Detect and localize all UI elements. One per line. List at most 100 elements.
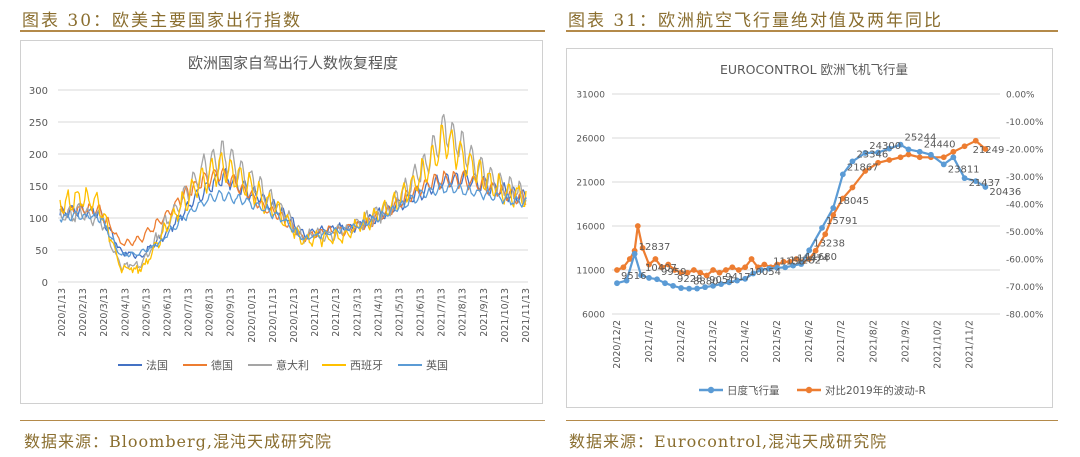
right-series-point-ratio	[886, 157, 893, 163]
right-series-point-ratio	[940, 154, 947, 161]
left-xtick-label: 2020/11/13	[268, 288, 279, 343]
right-footer-rule	[566, 420, 1058, 421]
right-legend-label-ratio: 对比2019年的波动-R	[825, 384, 926, 397]
right-data-label: 10054	[749, 267, 781, 278]
left-source-note: 数据来源：Bloomberg,混沌天成研究院	[24, 432, 333, 451]
right-series-point-ratio	[822, 231, 829, 238]
right-xtick-label: 2021/9/2	[900, 320, 911, 363]
right-series-point-flights	[614, 280, 620, 287]
right-series-point-ratio	[729, 264, 736, 271]
right-series-point-ratio	[716, 269, 723, 276]
right-series-point-ratio	[905, 151, 912, 158]
right-series-point-ratio	[634, 223, 641, 229]
right-series-point-flights	[790, 262, 797, 269]
right-series-point-ratio	[658, 264, 665, 271]
right-series-point-ratio	[684, 269, 691, 276]
left-xtick-label: 2020/5/13	[141, 288, 152, 337]
right-series-point-ratio	[916, 154, 923, 161]
left-xtick-label: 2021/1/13	[310, 288, 321, 337]
right-series-point-ratio	[972, 137, 979, 144]
right-data-label: 10407	[645, 263, 677, 274]
right-data-label: 9228	[677, 274, 702, 285]
right-series-point-flights	[678, 285, 684, 291]
right-series-point-flights	[950, 154, 957, 161]
right-data-label: 23346	[856, 149, 888, 160]
left-xtick-label: 2020/9/13	[226, 288, 237, 337]
left-legend-label: 英国	[426, 358, 448, 372]
right-series-point-flights	[718, 281, 725, 287]
right-series-point-ratio	[839, 195, 846, 202]
right-series-point-ratio	[742, 264, 749, 271]
right-data-label: 13238	[813, 238, 845, 249]
left-ytick-label: 200	[29, 150, 48, 161]
right-series-point-ratio	[862, 168, 869, 174]
right-yright-tick: 0.00%	[1006, 91, 1035, 101]
right-yleft-tick: 21000	[576, 179, 605, 189]
right-legend-marker-ratio	[805, 386, 813, 394]
left-figure-header: 图表 30：欧美主要国家出行指数	[22, 11, 303, 31]
right-yleft-tick: 6000	[582, 311, 605, 321]
right-series-point-flights	[862, 150, 869, 156]
right-yleft-tick: 26000	[576, 135, 605, 145]
left-xtick-label: 2021/9/13	[479, 288, 490, 337]
right-data-label: 23811	[948, 164, 980, 175]
right-data-label: 24440	[924, 140, 956, 151]
left-ytick-label: 0	[42, 278, 48, 289]
left-legend-label: 西班牙	[350, 359, 383, 372]
right-series-point-ratio	[950, 148, 957, 155]
right-series-point-ratio	[646, 261, 652, 268]
left-xtick-label: 2020/8/13	[205, 288, 216, 337]
left-xtick-label: 2020/12/13	[289, 288, 300, 343]
right-series-point-ratio	[678, 269, 684, 276]
right-data-label: 18045	[837, 196, 869, 207]
left-legend-label: 法国	[146, 358, 168, 372]
right-xtick-label: 2021/3/2	[708, 320, 719, 363]
right-series-point-flights	[694, 285, 700, 292]
right-yright-tick: -80.00%	[1006, 311, 1044, 321]
right-series-point-flights	[702, 284, 708, 291]
left-xtick-label: 2021/5/13	[394, 288, 405, 337]
right-yright-tick: -50.00%	[1006, 228, 1044, 238]
right-series-point-ratio	[982, 146, 989, 152]
left-legend-label: 德国	[211, 358, 233, 372]
right-data-label: 12837	[639, 242, 671, 253]
right-series-point-ratio	[806, 256, 813, 262]
left-xtick-label: 2021/6/13	[416, 288, 427, 337]
left-ytick-label: 100	[29, 214, 48, 225]
right-series-point-flights	[928, 151, 934, 158]
left-footer-rule	[20, 420, 545, 421]
left-ytick-label: 250	[29, 118, 48, 129]
right-series-point-ratio	[787, 258, 793, 265]
left-ytick-label: 150	[29, 182, 48, 193]
right-series-point-flights	[710, 282, 717, 289]
left-xtick-label: 2020/4/13	[120, 288, 131, 337]
right-series-point-ratio	[710, 267, 717, 273]
right-series-point-ratio	[830, 212, 837, 218]
right-chart-frame	[566, 48, 1053, 408]
right-xtick-label: 2021/7/2	[836, 320, 847, 363]
left-xtick-label: 2020/10/13	[247, 288, 258, 343]
right-xtick-label: 2021/1/2	[644, 320, 655, 363]
right-series-point-flights	[830, 205, 837, 211]
right-series-point-flights	[646, 275, 652, 281]
right-series-point-flights	[631, 250, 638, 257]
right-data-label: 11282	[789, 255, 821, 266]
right-xtick-label: 2021/11/2	[964, 320, 975, 369]
right-yright-tick: -30.00%	[1006, 173, 1044, 183]
right-series-point-flights	[766, 265, 773, 272]
right-series-point-flights	[758, 267, 765, 273]
right-series-point-ratio	[639, 245, 646, 251]
right-xtick-label: 2021/10/2	[932, 320, 943, 369]
left-xtick-label: 2021/10/13	[500, 288, 511, 343]
right-series-point-flights	[961, 175, 968, 182]
right-series-point-ratio	[812, 247, 819, 254]
right-series-point-flights	[670, 282, 676, 289]
right-yright-tick: -40.00%	[1006, 201, 1044, 211]
right-data-label: 11158	[773, 257, 805, 268]
right-series-point-flights	[819, 224, 825, 231]
left-xtick-label: 2021/8/13	[458, 288, 469, 337]
right-series-point-ratio	[875, 159, 881, 166]
right-series-point-flights	[726, 279, 733, 286]
